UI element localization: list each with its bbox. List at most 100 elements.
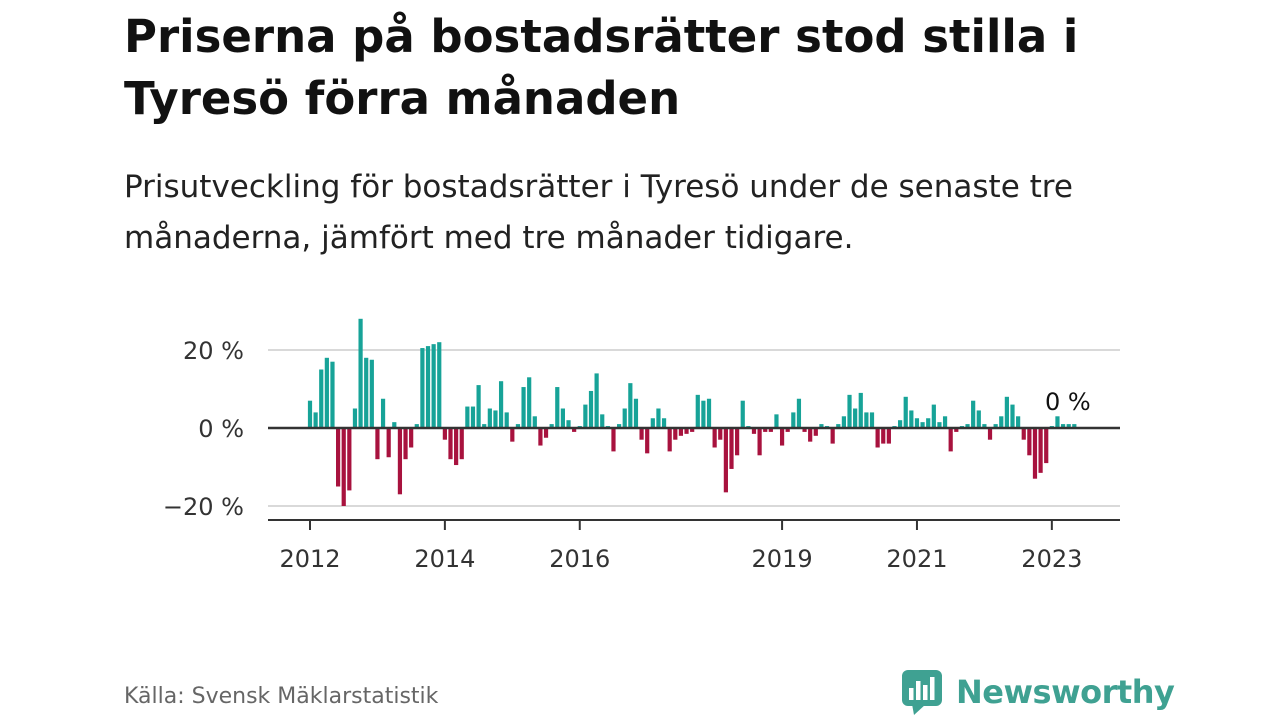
bar — [796, 398, 802, 428]
bar — [307, 400, 313, 428]
bar — [510, 428, 515, 442]
bar — [448, 428, 453, 460]
bar — [369, 359, 374, 428]
x-tick-label: 2014 — [414, 545, 475, 573]
bar — [645, 428, 650, 454]
bar — [965, 424, 970, 428]
bar — [667, 428, 672, 452]
bar — [1072, 424, 1077, 428]
bar — [572, 428, 577, 432]
bar — [791, 412, 796, 428]
bar — [706, 398, 712, 428]
bar — [347, 428, 352, 491]
y-tick-label: 0 % — [198, 415, 244, 443]
bar — [858, 392, 863, 428]
chart-title: Priserna på bostadsrätter stod stilla i … — [124, 10, 1079, 125]
bar — [712, 428, 717, 448]
bar — [482, 424, 487, 428]
bar — [847, 394, 852, 428]
bar — [954, 428, 959, 432]
bar — [324, 357, 329, 428]
bar — [476, 385, 481, 428]
bar — [701, 400, 706, 428]
bar — [352, 408, 358, 428]
bar — [864, 412, 869, 428]
bar — [459, 428, 464, 460]
bar — [690, 428, 695, 432]
bar — [853, 408, 858, 428]
bar — [364, 357, 369, 428]
bar — [414, 424, 419, 428]
bar — [678, 428, 684, 436]
bar — [729, 428, 734, 469]
bar — [611, 428, 616, 452]
bar — [673, 428, 678, 440]
bar — [403, 428, 408, 460]
y-tick-label: 20 % — [183, 337, 244, 365]
bar — [976, 410, 981, 428]
bar — [1066, 424, 1071, 428]
bar — [639, 428, 644, 440]
bar — [886, 428, 891, 444]
bar — [437, 342, 442, 428]
bar — [774, 414, 779, 428]
bar — [380, 398, 386, 428]
bar — [633, 398, 639, 428]
bar — [313, 412, 318, 428]
bar — [493, 410, 498, 428]
bar — [768, 428, 773, 432]
bar — [442, 428, 447, 440]
bar — [498, 381, 504, 428]
x-tick-label: 2023 — [1021, 545, 1082, 573]
bar — [583, 404, 588, 428]
brand-name: Newsworthy — [956, 673, 1175, 711]
bar — [1060, 424, 1066, 428]
bar — [1021, 428, 1026, 440]
bar — [931, 404, 936, 428]
bar — [420, 348, 425, 428]
bar — [869, 412, 875, 428]
bar — [543, 428, 549, 438]
bar — [914, 418, 920, 428]
bar — [375, 428, 380, 460]
bar — [948, 428, 953, 452]
bar — [1004, 396, 1009, 428]
bar — [425, 346, 431, 428]
bar — [487, 408, 492, 428]
bar — [549, 424, 554, 428]
bar — [470, 406, 476, 428]
x-tick-label: 2019 — [752, 545, 813, 573]
bar — [358, 318, 363, 428]
bar — [898, 420, 903, 428]
bar — [515, 424, 521, 428]
bar — [819, 424, 824, 428]
bar — [555, 387, 560, 428]
bar — [942, 416, 948, 428]
bar — [802, 428, 807, 432]
bar — [830, 428, 835, 444]
x-tick-label: 2021 — [886, 545, 947, 573]
bar — [656, 408, 661, 428]
bar — [723, 428, 728, 493]
bar-chart-speech-bubble-icon — [902, 670, 942, 715]
brand-logo[interactable]: Newsworthy — [900, 670, 1175, 715]
bar — [684, 428, 689, 434]
bar — [695, 394, 700, 428]
bar — [628, 383, 633, 428]
bar — [1032, 428, 1038, 479]
bar — [903, 396, 908, 428]
bar — [1027, 428, 1032, 456]
bar — [409, 428, 414, 448]
source-note: Källa: Svensk Mäklarstatistik — [124, 684, 439, 709]
bar — [560, 408, 565, 428]
x-tick-label: 2012 — [279, 545, 340, 573]
bar — [875, 428, 880, 448]
bar — [386, 428, 391, 458]
bar — [779, 428, 785, 446]
bar — [392, 422, 397, 428]
x-tick-label: 2016 — [549, 545, 610, 573]
bar — [1016, 416, 1021, 428]
bar — [622, 408, 627, 428]
bar — [617, 424, 622, 428]
bar — [397, 428, 403, 495]
